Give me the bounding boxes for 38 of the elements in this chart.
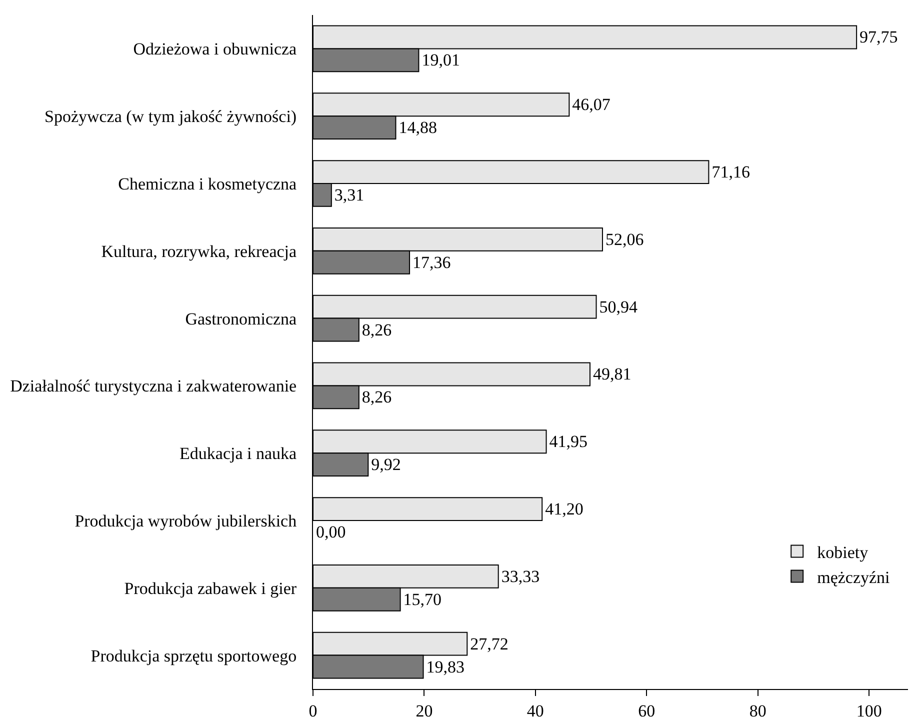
data-label: 19,83 [426, 657, 465, 676]
y-tick-label: Produkcja wyrobów jubilerskich [74, 511, 298, 530]
data-label: 0,00 [316, 522, 346, 542]
data-label: 50,94 [599, 297, 638, 316]
y-tick-label: Edukacja i nauka [180, 444, 298, 464]
data-label: 52,06 [605, 230, 644, 249]
y-tick-label: Kultura, rozrywka, rekreacja [101, 242, 298, 261]
y-tick-label: Chemiczna i kosmetyczna [118, 174, 298, 194]
data-label: 19,01 [422, 50, 460, 70]
x-tick-label: 40 [526, 701, 544, 720]
y-tick-label: Działalność turystyczna i zakwaterowanie [10, 376, 297, 396]
data-label: 8,26 [362, 320, 392, 340]
data-label: 41,95 [549, 432, 588, 452]
x-tick-label: 0 [308, 701, 318, 720]
legend-label: kobiety [817, 542, 869, 562]
data-label: 27,72 [470, 634, 508, 654]
data-label: 97,75 [860, 28, 898, 47]
data-label: 15,70 [403, 590, 442, 609]
x-tick-label: 80 [749, 701, 766, 720]
data-label: 3,31 [334, 185, 364, 204]
data-label: 33,33 [501, 566, 540, 586]
x-tick-label: 20 [416, 701, 433, 720]
y-tick-label: Gastronomiczna [185, 309, 298, 328]
data-label: 71,16 [712, 162, 750, 182]
legend-label: mężczyźni [817, 568, 890, 587]
data-label: 49,81 [592, 364, 632, 384]
x-tick-label: 60 [638, 701, 656, 720]
data-label: 41,20 [545, 500, 584, 519]
y-tick-label: Odzieżowa i obuwnicza [133, 40, 298, 59]
x-tick-label: 100 [856, 701, 882, 720]
y-tick-label: Spożywcza (w tym jakość żywności) [44, 107, 297, 126]
data-label: 8,26 [362, 388, 392, 407]
y-tick-label: Produkcja zabawek i gier [124, 578, 297, 598]
data-label: 46,07 [572, 95, 611, 114]
data-label: 14,88 [398, 118, 437, 138]
data-label: 17,36 [412, 252, 451, 272]
data-label: 9,92 [371, 455, 401, 474]
y-tick-label: Produkcja sprzętu sportowego [90, 646, 297, 666]
